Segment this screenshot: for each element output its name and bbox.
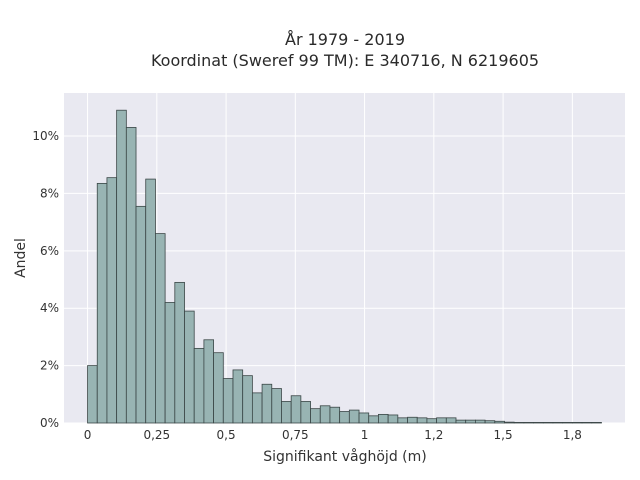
histogram-bar — [581, 422, 593, 424]
x-axis-label: Signifikant våghöjd (m) — [263, 448, 426, 465]
y-tick-label: 2% — [40, 359, 59, 373]
histogram-bar — [484, 420, 496, 424]
x-tick-label: 0 — [84, 428, 92, 442]
histogram-bar — [96, 182, 108, 424]
histogram-bar — [261, 383, 273, 424]
histogram-bar — [571, 422, 583, 424]
histogram-bar — [504, 421, 515, 424]
histogram-bar — [591, 422, 602, 424]
x-tick-label: 1,8 — [563, 428, 582, 442]
y-axis-label: Andel — [13, 238, 29, 278]
histogram-bar — [281, 401, 292, 424]
histogram-bar — [116, 109, 127, 424]
histogram-bar — [145, 178, 156, 424]
histogram-bar — [474, 419, 486, 424]
histogram-bar — [455, 419, 467, 424]
histogram-bar — [348, 409, 360, 424]
y-tick-label: 10% — [32, 129, 59, 143]
x-tick-label: 0,25 — [143, 428, 170, 442]
histogram-bar — [164, 302, 176, 424]
x-tick-label: 0,75 — [282, 428, 309, 442]
histogram-bar — [368, 415, 379, 424]
histogram-bar — [155, 233, 166, 424]
histogram-bar — [407, 416, 418, 424]
histogram-bar — [542, 422, 554, 424]
histogram-bars — [87, 109, 602, 424]
x-tick-label: 0,5 — [217, 428, 236, 442]
histogram-bar — [271, 388, 282, 424]
tick-labels: 0% 2% 4% 6% 8% 10% 0 0,25 0,5 0,75 1 1,2 1,5 1,8 — [32, 129, 582, 442]
x-tick-label: 1,2 — [424, 428, 443, 442]
chart-title-line1: År 1979 - 2019 — [285, 30, 405, 49]
histogram-bar — [387, 414, 399, 424]
histogram-bar — [494, 420, 505, 424]
histogram-bar — [242, 375, 253, 424]
histogram-bar — [174, 281, 185, 424]
histogram-bar — [125, 127, 137, 424]
y-tick-label: 6% — [40, 244, 59, 258]
histogram-bar — [378, 413, 389, 424]
histogram-bar — [513, 422, 525, 424]
histogram-bar — [329, 406, 341, 424]
histogram-bar — [184, 310, 195, 424]
histogram-bar — [552, 422, 564, 424]
y-tick-label: 8% — [40, 186, 59, 200]
histogram-bar — [562, 422, 573, 424]
histogram-bar — [222, 378, 234, 424]
histogram-bar — [300, 401, 311, 424]
histogram-bar — [358, 412, 370, 424]
histogram-bar — [310, 408, 321, 424]
histogram-bar — [533, 422, 544, 424]
histogram-bar — [251, 392, 263, 424]
histogram-bar — [436, 417, 447, 424]
histogram-bar — [87, 365, 98, 424]
histogram-bar — [465, 419, 476, 424]
histogram-bar — [290, 395, 302, 424]
histogram-bar — [203, 339, 214, 424]
y-tick-label: 0% — [40, 416, 59, 430]
histogram-bar — [106, 177, 118, 424]
histogram-bar — [339, 411, 350, 424]
histogram-bar — [397, 417, 408, 424]
histogram-bar — [213, 352, 224, 424]
chart-title-line2: Koordinat (Sweref 99 TM): E 340716, N 62… — [151, 51, 539, 70]
histogram-bar — [426, 418, 438, 424]
x-tick-label: 1,5 — [494, 428, 513, 442]
histogram-bar — [416, 417, 428, 424]
x-tick-label: 1 — [361, 428, 369, 442]
histogram-bar — [445, 417, 457, 424]
histogram-bar — [135, 205, 147, 424]
histogram-bar — [193, 347, 205, 424]
histogram-bar — [319, 405, 331, 424]
histogram-bar — [232, 369, 244, 424]
y-tick-label: 4% — [40, 301, 59, 315]
histogram-bar — [523, 422, 534, 424]
